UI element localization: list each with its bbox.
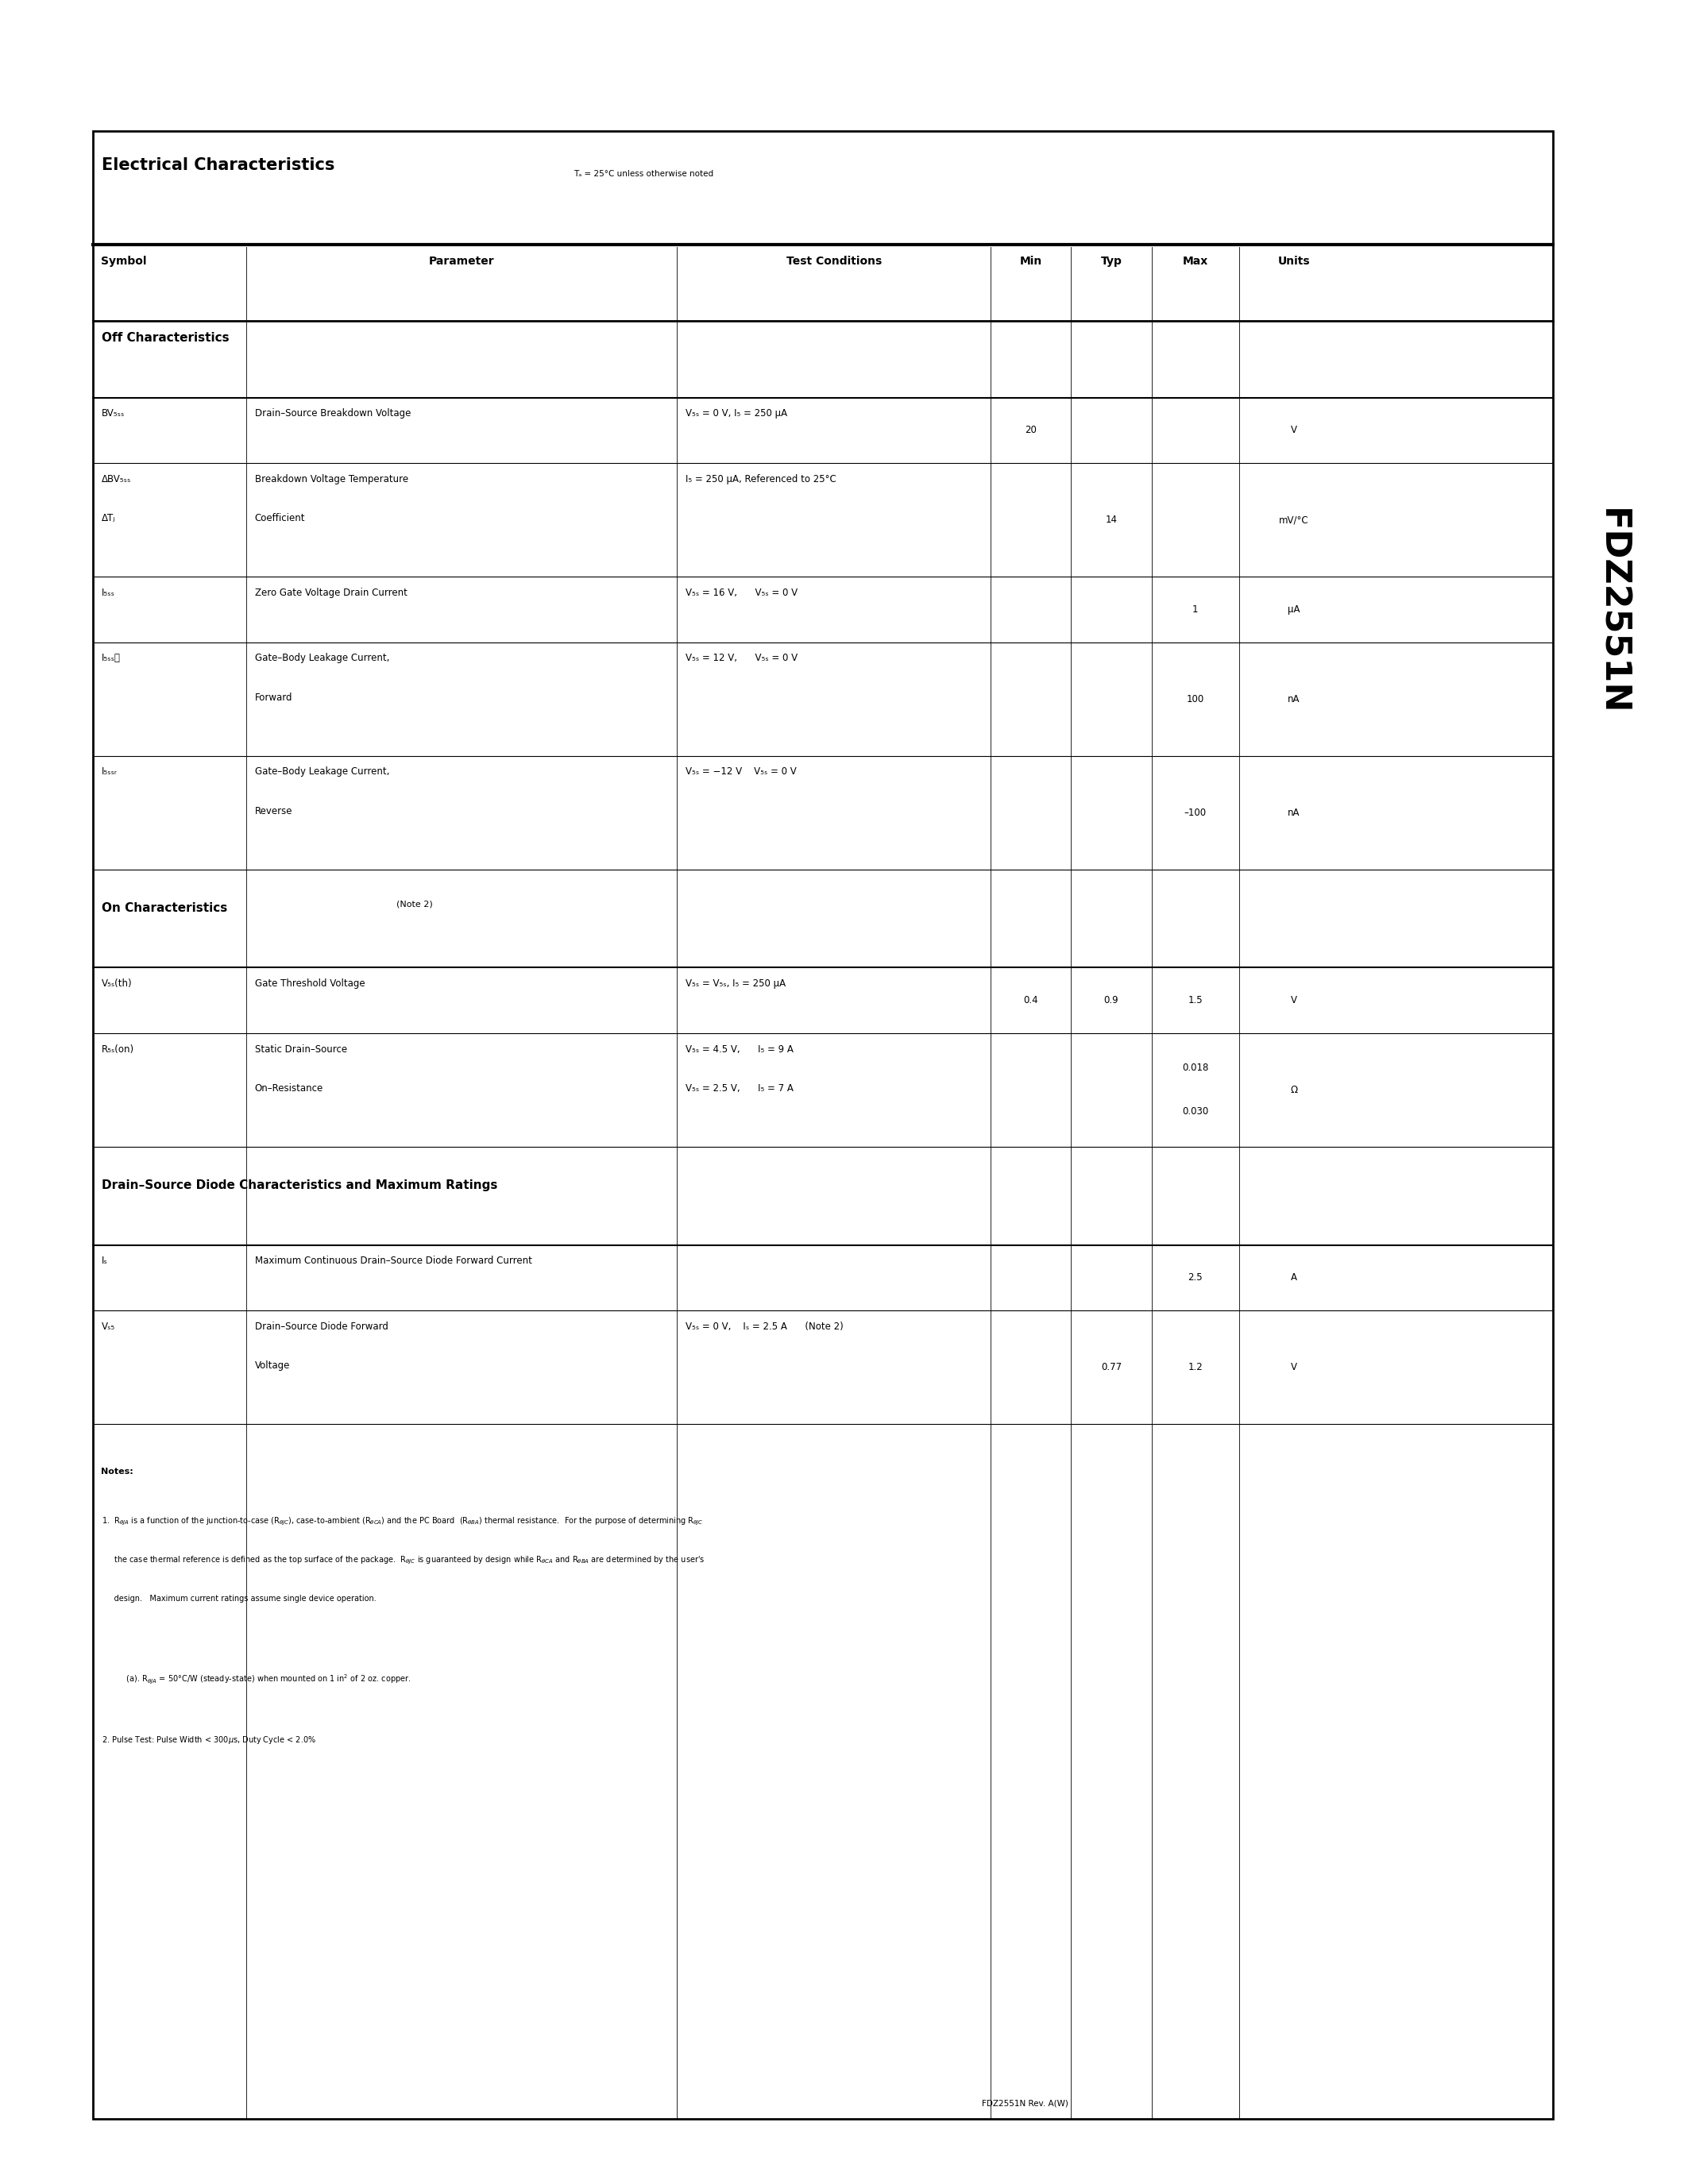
Text: ΔTⱼ: ΔTⱼ: [101, 513, 115, 524]
Text: 1.5: 1.5: [1188, 996, 1202, 1005]
Text: Reverse: Reverse: [255, 806, 292, 817]
Text: 0.030: 0.030: [1182, 1107, 1209, 1116]
Text: 1.2: 1.2: [1188, 1363, 1202, 1372]
Text: Ω: Ω: [1290, 1085, 1298, 1094]
Text: I₅ₛₛ: I₅ₛₛ: [101, 587, 115, 598]
Text: Gate–Body Leakage Current,: Gate–Body Leakage Current,: [255, 653, 390, 664]
Text: 0.9: 0.9: [1104, 996, 1119, 1005]
Text: V₅ₛ = 2.5 V,      I₅ = 7 A: V₅ₛ = 2.5 V, I₅ = 7 A: [685, 1083, 793, 1094]
Text: design.   Maximum current ratings assume single device operation.: design. Maximum current ratings assume s…: [101, 1594, 376, 1603]
Text: 2. Pulse Test: Pulse Width < 300$\mu$s, Duty Cycle < 2.0%: 2. Pulse Test: Pulse Width < 300$\mu$s, …: [101, 1734, 316, 1745]
Text: V₅ₛ = V₅ₛ, I₅ = 250 μA: V₅ₛ = V₅ₛ, I₅ = 250 μA: [685, 978, 785, 989]
FancyBboxPatch shape: [93, 131, 1553, 2118]
Text: BV₅ₛₛ: BV₅ₛₛ: [101, 408, 125, 419]
Text: Vₛ₅: Vₛ₅: [101, 1321, 115, 1332]
Text: V₅ₛ(th): V₅ₛ(th): [101, 978, 132, 989]
Text: 0.77: 0.77: [1101, 1363, 1121, 1372]
Text: Max: Max: [1182, 256, 1209, 266]
Text: V₅ₛ = −12 V    V₅ₛ = 0 V: V₅ₛ = −12 V V₅ₛ = 0 V: [685, 767, 797, 778]
Text: 0.018: 0.018: [1182, 1064, 1209, 1072]
Text: Units: Units: [1278, 256, 1310, 266]
Text: Electrical Characteristics: Electrical Characteristics: [101, 157, 334, 173]
Text: μA: μA: [1288, 605, 1300, 614]
Text: the case thermal reference is defined as the top surface of the package.  R$_{\t: the case thermal reference is defined as…: [101, 1555, 704, 1566]
Text: 0.4: 0.4: [1023, 996, 1038, 1005]
Text: Iₛ: Iₛ: [101, 1256, 108, 1267]
Text: V₅ₛ = 4.5 V,      I₅ = 9 A: V₅ₛ = 4.5 V, I₅ = 9 A: [685, 1044, 793, 1055]
Text: (Note 2): (Note 2): [397, 900, 434, 909]
Text: R₅ₛ(on): R₅ₛ(on): [101, 1044, 133, 1055]
Text: 20: 20: [1025, 426, 1036, 435]
Text: Coefficient: Coefficient: [255, 513, 306, 524]
Text: A: A: [1291, 1273, 1296, 1282]
Text: Gate Threshold Voltage: Gate Threshold Voltage: [255, 978, 365, 989]
Text: –100: –100: [1183, 808, 1207, 817]
Text: Off Characteristics: Off Characteristics: [101, 332, 230, 343]
Text: V: V: [1291, 1363, 1296, 1372]
Text: I₅ₛₛᵣ: I₅ₛₛᵣ: [101, 767, 116, 778]
Text: 1.  R$_{\theta JA}$ is a function of the junction-to-case (R$_{\theta JC}$), cas: 1. R$_{\theta JA}$ is a function of the …: [101, 1516, 704, 1527]
Text: Breakdown Voltage Temperature: Breakdown Voltage Temperature: [255, 474, 408, 485]
Text: V: V: [1291, 426, 1296, 435]
Text: Notes:: Notes:: [101, 1468, 133, 1476]
Text: nA: nA: [1288, 695, 1300, 703]
Text: Voltage: Voltage: [255, 1361, 290, 1372]
Text: V₅ₛ = 0 V, I₅ = 250 μA: V₅ₛ = 0 V, I₅ = 250 μA: [685, 408, 787, 419]
Text: Test Conditions: Test Conditions: [787, 256, 881, 266]
Text: V₅ₛ = 16 V,      V₅ₛ = 0 V: V₅ₛ = 16 V, V₅ₛ = 0 V: [685, 587, 797, 598]
Text: V₅ₛ = 12 V,      V₅ₛ = 0 V: V₅ₛ = 12 V, V₅ₛ = 0 V: [685, 653, 797, 664]
Text: 14: 14: [1106, 515, 1117, 524]
Text: Zero Gate Voltage Drain Current: Zero Gate Voltage Drain Current: [255, 587, 407, 598]
Text: V₅ₛ = 0 V,    Iₛ = 2.5 A      (Note 2): V₅ₛ = 0 V, Iₛ = 2.5 A (Note 2): [685, 1321, 844, 1332]
Text: FDZ2551N: FDZ2551N: [1595, 509, 1629, 714]
Text: I₅ = 250 μA, Referenced to 25°C: I₅ = 250 μA, Referenced to 25°C: [685, 474, 836, 485]
Text: Forward: Forward: [255, 692, 292, 703]
Text: FDZ2551N Rev. A(W): FDZ2551N Rev. A(W): [982, 2099, 1069, 2108]
Text: 1: 1: [1192, 605, 1198, 614]
Text: Typ: Typ: [1101, 256, 1123, 266]
Text: Maximum Continuous Drain–Source Diode Forward Current: Maximum Continuous Drain–Source Diode Fo…: [255, 1256, 532, 1267]
Text: Drain–Source Diode Characteristics and Maximum Ratings: Drain–Source Diode Characteristics and M…: [101, 1179, 498, 1190]
Text: Drain–Source Breakdown Voltage: Drain–Source Breakdown Voltage: [255, 408, 410, 419]
Text: nA: nA: [1288, 808, 1300, 817]
Text: Tₐ = 25°C unless otherwise noted: Tₐ = 25°C unless otherwise noted: [574, 170, 714, 179]
Text: mV/°C: mV/°C: [1280, 515, 1308, 524]
Text: Drain–Source Diode Forward: Drain–Source Diode Forward: [255, 1321, 388, 1332]
Text: Parameter: Parameter: [429, 256, 495, 266]
Text: (a). R$_{\theta JA}$ = 50°C/W (steady-state) when mounted on 1 in$^{2}$ of 2 oz.: (a). R$_{\theta JA}$ = 50°C/W (steady-st…: [101, 1673, 410, 1686]
Text: Min: Min: [1020, 256, 1041, 266]
Text: V: V: [1291, 996, 1296, 1005]
Text: ΔBV₅ₛₛ: ΔBV₅ₛₛ: [101, 474, 132, 485]
Text: 2.5: 2.5: [1188, 1273, 1202, 1282]
Text: I₅ₛₛ₟: I₅ₛₛ₟: [101, 653, 120, 664]
Text: Gate–Body Leakage Current,: Gate–Body Leakage Current,: [255, 767, 390, 778]
Text: 100: 100: [1187, 695, 1204, 703]
Text: Static Drain–Source: Static Drain–Source: [255, 1044, 346, 1055]
Text: On Characteristics: On Characteristics: [101, 902, 226, 913]
Text: On–Resistance: On–Resistance: [255, 1083, 322, 1094]
Text: Symbol: Symbol: [101, 256, 147, 266]
